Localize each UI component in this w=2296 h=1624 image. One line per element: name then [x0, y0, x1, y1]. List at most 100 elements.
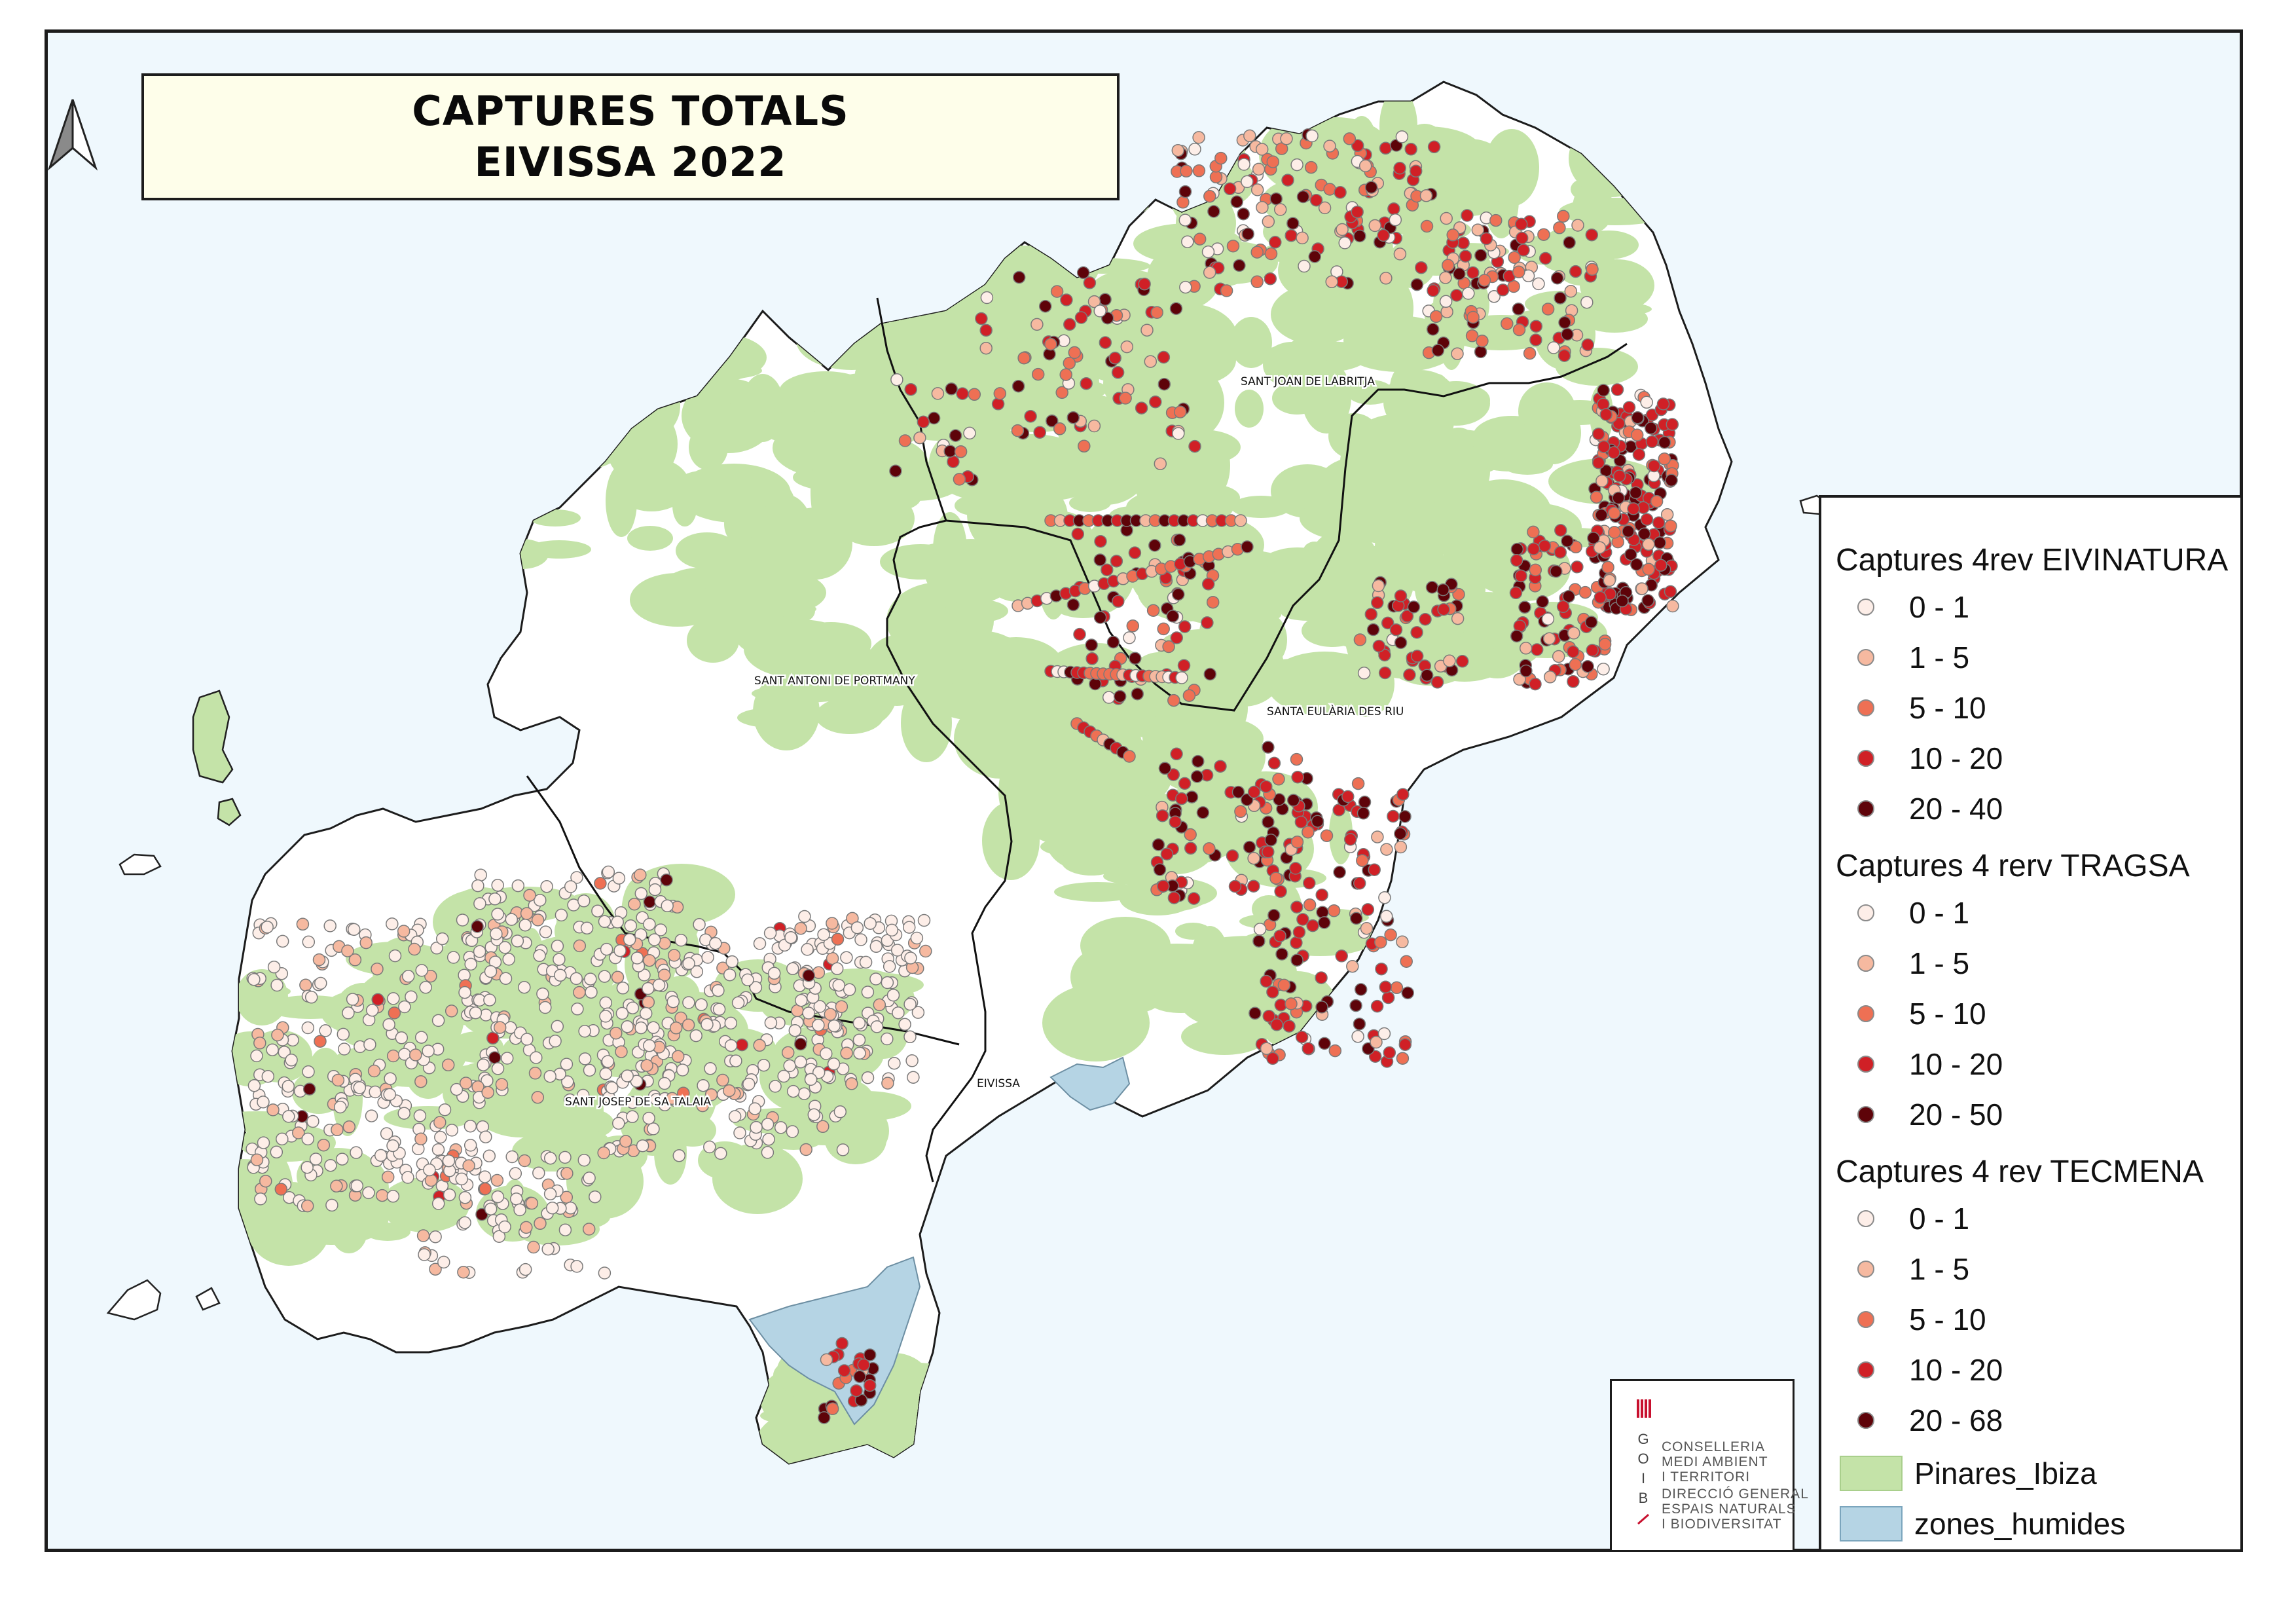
- capture-point[interactable]: [1209, 170, 1223, 184]
- capture-point[interactable]: [843, 983, 856, 997]
- capture-point[interactable]: [890, 373, 903, 386]
- capture-point[interactable]: [741, 973, 754, 987]
- capture-point[interactable]: [276, 1132, 289, 1146]
- capture-point[interactable]: [1192, 131, 1205, 144]
- capture-point[interactable]: [975, 312, 988, 325]
- capture-point[interactable]: [1290, 900, 1303, 913]
- capture-point[interactable]: [1554, 524, 1567, 537]
- capture-point[interactable]: [1523, 346, 1537, 360]
- capture-point[interactable]: [1429, 310, 1443, 323]
- capture-point[interactable]: [701, 951, 714, 964]
- capture-point[interactable]: [1176, 196, 1190, 209]
- capture-point[interactable]: [414, 1031, 428, 1044]
- capture-point[interactable]: [1467, 266, 1480, 280]
- capture-point[interactable]: [712, 984, 725, 997]
- capture-point[interactable]: [820, 1047, 833, 1060]
- capture-point[interactable]: [1087, 419, 1101, 433]
- capture-point[interactable]: [424, 1173, 438, 1187]
- capture-point[interactable]: [549, 1035, 562, 1048]
- capture-point[interactable]: [1126, 619, 1140, 633]
- capture-point[interactable]: [802, 1006, 815, 1020]
- capture-point[interactable]: [528, 1067, 542, 1080]
- capture-point[interactable]: [1515, 231, 1529, 245]
- capture-point[interactable]: [1148, 539, 1161, 552]
- capture-point[interactable]: [1157, 350, 1171, 364]
- capture-point[interactable]: [408, 942, 421, 956]
- capture-point[interactable]: [836, 1143, 850, 1156]
- capture-point[interactable]: [1226, 849, 1239, 862]
- capture-point[interactable]: [282, 1110, 295, 1123]
- capture-point[interactable]: [338, 1043, 351, 1056]
- capture-point[interactable]: [601, 1055, 615, 1068]
- capture-point[interactable]: [1080, 377, 1093, 390]
- capture-point[interactable]: [804, 1073, 818, 1086]
- capture-point[interactable]: [600, 942, 613, 956]
- capture-point[interactable]: [1387, 202, 1400, 215]
- capture-point[interactable]: [409, 1048, 422, 1061]
- capture-point[interactable]: [626, 1001, 640, 1014]
- capture-point[interactable]: [1595, 508, 1608, 522]
- capture-point[interactable]: [491, 879, 504, 892]
- capture-point[interactable]: [642, 982, 655, 995]
- capture-point[interactable]: [296, 917, 310, 931]
- capture-point[interactable]: [696, 1099, 709, 1113]
- capture-point[interactable]: [1248, 1006, 1262, 1020]
- capture-point[interactable]: [731, 996, 745, 1010]
- capture-point[interactable]: [840, 951, 853, 964]
- capture-point[interactable]: [1173, 533, 1186, 547]
- capture-point[interactable]: [1508, 251, 1521, 264]
- capture-point[interactable]: [1543, 671, 1557, 684]
- capture-point[interactable]: [597, 1146, 610, 1160]
- capture-point[interactable]: [1599, 408, 1613, 421]
- capture-point[interactable]: [545, 1201, 559, 1215]
- capture-point[interactable]: [898, 1018, 911, 1031]
- capture-point[interactable]: [582, 1223, 596, 1236]
- capture-point[interactable]: [383, 1088, 396, 1101]
- capture-point[interactable]: [1252, 934, 1266, 948]
- capture-point[interactable]: [1353, 1017, 1366, 1031]
- capture-point[interactable]: [1059, 368, 1072, 381]
- capture-point[interactable]: [380, 1127, 393, 1140]
- capture-point[interactable]: [1250, 275, 1264, 289]
- capture-point[interactable]: [1129, 652, 1142, 665]
- capture-point[interactable]: [1262, 845, 1275, 858]
- capture-point[interactable]: [827, 1058, 841, 1071]
- capture-point[interactable]: [881, 976, 894, 989]
- capture-point[interactable]: [628, 897, 641, 911]
- capture-point[interactable]: [824, 1008, 837, 1021]
- capture-point[interactable]: [1664, 519, 1677, 532]
- capture-point[interactable]: [643, 953, 656, 967]
- capture-point[interactable]: [531, 1091, 545, 1104]
- capture-point[interactable]: [630, 951, 644, 965]
- capture-point[interactable]: [1071, 527, 1085, 541]
- capture-point[interactable]: [968, 388, 981, 401]
- capture-point[interactable]: [1172, 587, 1185, 601]
- capture-point[interactable]: [387, 992, 400, 1005]
- capture-point[interactable]: [483, 1149, 496, 1163]
- capture-point[interactable]: [1375, 962, 1388, 976]
- capture-point[interactable]: [1553, 221, 1566, 234]
- capture-point[interactable]: [1517, 244, 1530, 257]
- capture-point[interactable]: [560, 1167, 574, 1180]
- capture-point[interactable]: [365, 1109, 378, 1122]
- capture-point[interactable]: [1234, 514, 1247, 527]
- capture-point[interactable]: [813, 1000, 827, 1013]
- capture-point[interactable]: [1184, 841, 1197, 855]
- capture-point[interactable]: [554, 969, 567, 982]
- capture-point[interactable]: [1368, 219, 1381, 232]
- capture-point[interactable]: [1658, 435, 1671, 449]
- capture-point[interactable]: [794, 1037, 807, 1051]
- capture-point[interactable]: [748, 1102, 761, 1115]
- capture-point[interactable]: [1351, 1030, 1364, 1043]
- capture-point[interactable]: [259, 1174, 272, 1188]
- capture-point[interactable]: [1569, 265, 1582, 278]
- capture-point[interactable]: [1396, 935, 1409, 949]
- capture-point[interactable]: [1461, 209, 1474, 222]
- capture-point[interactable]: [1306, 919, 1319, 932]
- capture-point[interactable]: [1561, 534, 1574, 548]
- capture-point[interactable]: [1180, 164, 1193, 178]
- capture-point[interactable]: [270, 1145, 283, 1159]
- capture-point[interactable]: [1140, 323, 1154, 337]
- capture-point[interactable]: [812, 1066, 826, 1079]
- capture-point[interactable]: [367, 1064, 381, 1078]
